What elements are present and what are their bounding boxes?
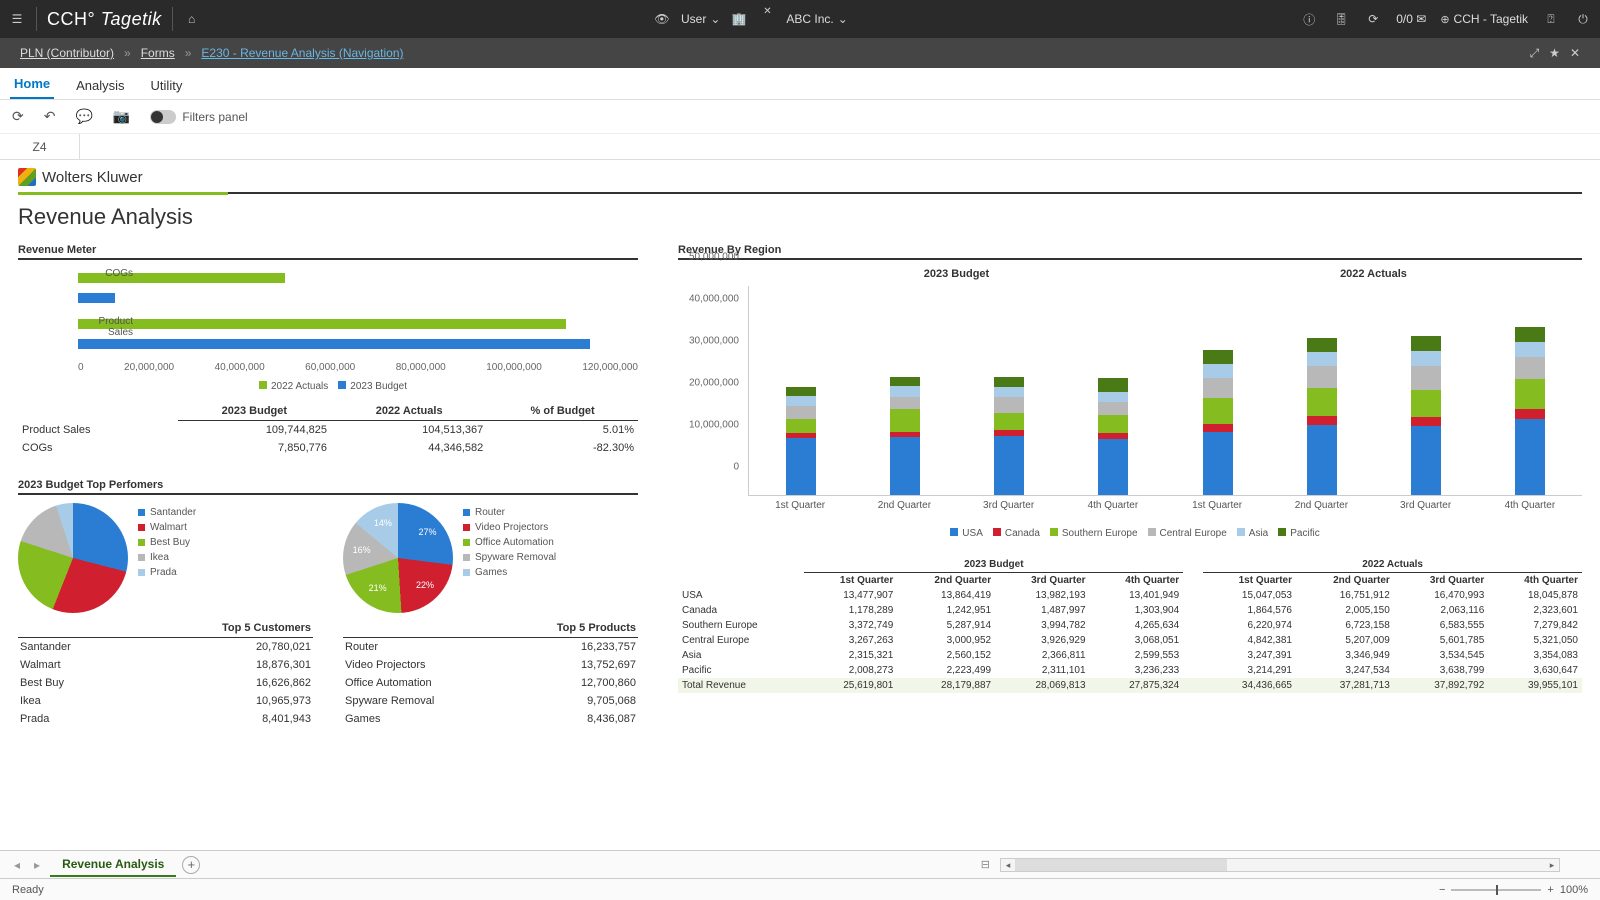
info-icon[interactable]: ⓘ <box>1300 10 1318 28</box>
formula-bar[interactable] <box>80 134 1600 159</box>
cell-name-box[interactable]: Z4 <box>0 134 80 159</box>
vendor-label: Wolters Kluwer <box>42 169 143 186</box>
star-icon[interactable]: ★ <box>1549 46 1560 61</box>
undo-icon[interactable]: ↶ <box>44 108 56 125</box>
region-column-chart: 2023 Budget2022 Actuals 010,000,00020,00… <box>678 268 1582 518</box>
toggle-icon <box>150 110 176 124</box>
power-icon[interactable]: ⏻ <box>1574 10 1592 28</box>
tab-analysis[interactable]: Analysis <box>72 72 128 99</box>
notif-count[interactable]: 0/0 ✉ <box>1396 12 1426 26</box>
zoom-level: 100% <box>1560 884 1588 896</box>
wolters-kluwer-logo <box>18 168 36 186</box>
breadcrumb-bar: PLN (Contributor) » Forms » E230 - Reven… <box>0 38 1600 68</box>
page-title: Revenue Analysis <box>18 204 1582 230</box>
tune-icon[interactable]: 🎚 <box>1332 10 1350 28</box>
region-table: 2023 Budget2022 Actuals1st Quarter2nd Qu… <box>678 557 1582 693</box>
breadcrumb-forms[interactable]: Forms <box>141 46 175 60</box>
camera-icon[interactable]: 📷 <box>113 108 130 125</box>
chevron-right-icon: » <box>124 46 131 60</box>
zoom-out-button[interactable]: − <box>1439 884 1445 896</box>
sheet-nav-prev[interactable]: ◂ <box>10 858 24 872</box>
close-icon[interactable]: ✕ <box>1570 46 1580 61</box>
tab-utility[interactable]: Utility <box>147 72 187 99</box>
status-bar: Ready − + 100% <box>0 878 1600 900</box>
chevron-down-icon: ⌄ <box>710 12 720 26</box>
sheet-tab-bar: ◂ ▸ Revenue Analysis + ⊟ ◂ ▸ <box>0 850 1600 878</box>
section-title-meter: Revenue Meter <box>18 244 638 256</box>
refresh-icon[interactable]: ⟳ <box>12 108 24 125</box>
top-customers-table: Top 5 CustomersSantander20,780,021Walmar… <box>18 619 313 728</box>
scroll-right-icon[interactable]: ▸ <box>1545 859 1559 871</box>
top-products-table: Top 5 ProductsRouter16,233,757Video Proj… <box>343 619 638 728</box>
sheet-tab-revenue-analysis[interactable]: Revenue Analysis <box>50 853 176 877</box>
scroll-left-icon[interactable]: ◂ <box>1001 859 1015 871</box>
report-canvas: Wolters Kluwer Revenue Analysis Revenue … <box>0 160 1600 850</box>
zoom-slider[interactable] <box>1451 889 1541 891</box>
zoom-in-button[interactable]: + <box>1547 884 1553 896</box>
comment-icon[interactable]: 💬 <box>75 108 92 125</box>
split-icon[interactable]: ⊟ <box>981 858 990 871</box>
user-dropdown[interactable]: User ⌄ <box>681 12 720 26</box>
close-x-icon[interactable]: ✕ <box>758 2 776 20</box>
chevron-right-icon: » <box>185 46 192 60</box>
app-top-bar: ☰ CCH° Tagetik ⌂ 👁 User ⌄ 🏢 ✕ ABC Inc. ⌄… <box>0 0 1600 38</box>
app-dropdown[interactable]: ⊕ CCH - Tagetik <box>1440 12 1528 26</box>
home-icon[interactable]: ⌂ <box>183 10 201 28</box>
revenue-meter-table: 2023 Budget2022 Actuals% of BudgetProduc… <box>18 402 638 457</box>
sheet-nav-next[interactable]: ▸ <box>30 858 44 872</box>
refresh-icon[interactable]: ⟳ <box>1364 10 1382 28</box>
add-sheet-button[interactable]: + <box>182 856 200 874</box>
building-icon: 🏢 <box>730 10 748 28</box>
top-customers-block: SantanderWalmartBest BuyIkeaPrada Top 5 … <box>18 503 313 728</box>
top-customers-pie <box>18 503 128 613</box>
breadcrumb-root[interactable]: PLN (Contributor) <box>20 46 114 60</box>
breadcrumb-current: E230 - Revenue Analysis (Navigation) <box>201 46 403 60</box>
section-title-top-performers: 2023 Budget Top Perfomers <box>18 479 638 491</box>
toolbar: ⟳ ↶ 💬 📷 Filters panel <box>0 100 1600 134</box>
brand: CCH° Tagetik <box>47 9 162 30</box>
top-products-block: 27%22%21%16%14% RouterVideo ProjectorsOf… <box>343 503 638 728</box>
tab-home[interactable]: Home <box>10 70 54 99</box>
horizontal-scrollbar[interactable]: ◂ ▸ <box>1000 858 1560 872</box>
eye-icon[interactable]: 👁 <box>653 10 671 28</box>
expand-icon[interactable]: ⤢ <box>1530 46 1540 61</box>
section-title-region: Revenue By Region <box>678 244 1582 256</box>
entity-dropdown[interactable]: ABC Inc. ⌄ <box>786 12 847 26</box>
hamburger-icon[interactable]: ☰ <box>8 10 26 28</box>
chevron-down-icon: ⌄ <box>838 12 848 26</box>
help-icon[interactable]: ⍰ <box>1542 10 1560 28</box>
filters-panel-toggle[interactable]: Filters panel <box>150 110 247 124</box>
top-products-pie: 27%22%21%16%14% <box>343 503 453 613</box>
ribbon-tabs: Home Analysis Utility <box>0 68 1600 100</box>
cell-reference-bar: Z4 <box>0 134 1600 160</box>
status-text: Ready <box>12 884 44 896</box>
revenue-meter-chart: COGsProductSales <box>18 268 638 358</box>
